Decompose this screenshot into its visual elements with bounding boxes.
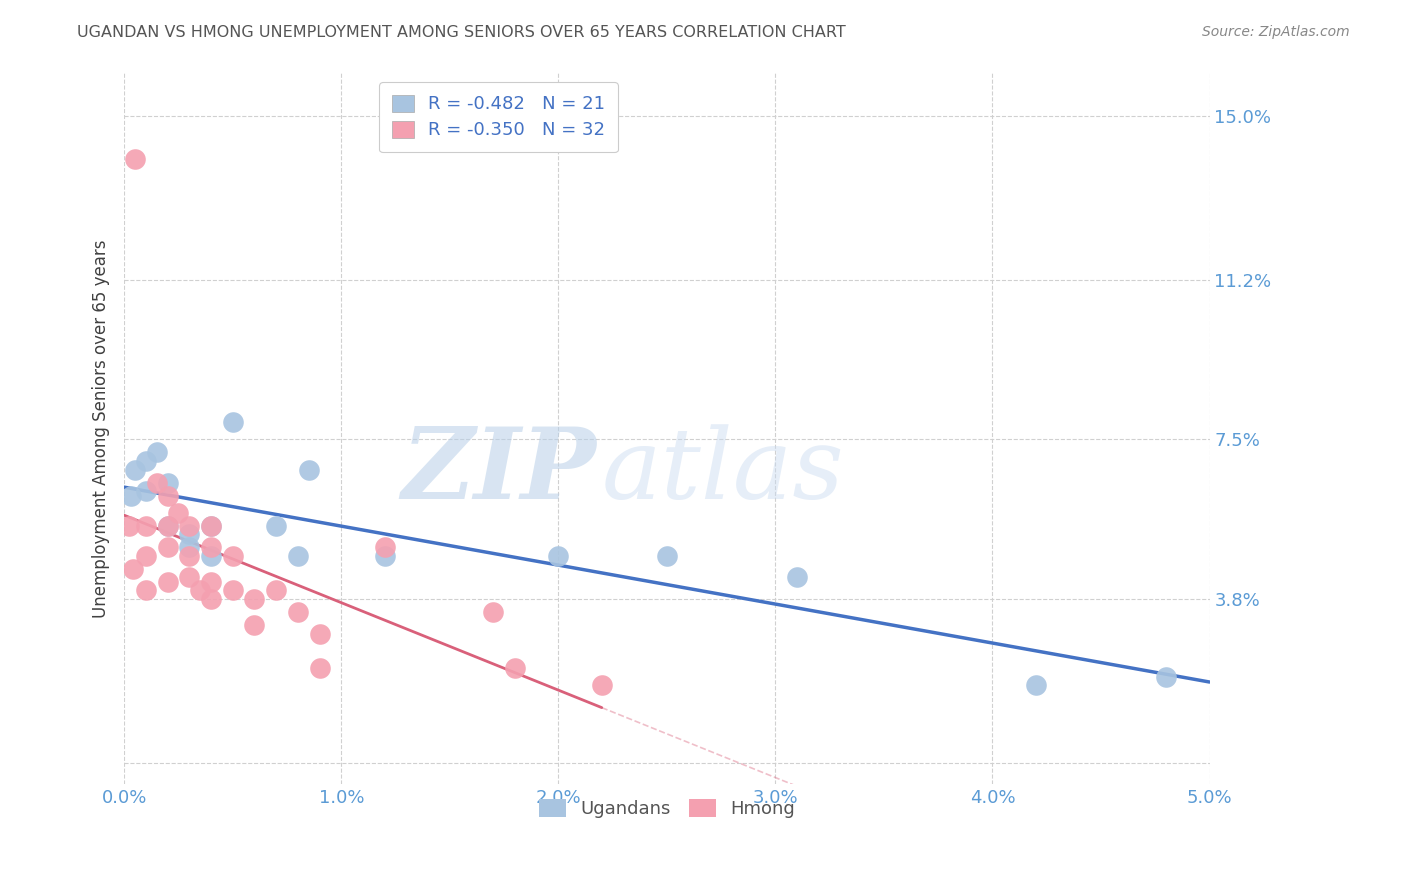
- Point: [156, 518, 179, 533]
- Point: [200, 518, 222, 533]
- Point: [135, 454, 157, 468]
- Point: [122, 562, 145, 576]
- Point: [179, 570, 201, 584]
- Point: [135, 484, 157, 499]
- Point: [200, 518, 222, 533]
- Point: [243, 592, 266, 607]
- Y-axis label: Unemployment Among Seniors over 65 years: Unemployment Among Seniors over 65 years: [93, 239, 110, 618]
- Point: [200, 592, 222, 607]
- Point: [287, 549, 309, 563]
- Point: [547, 549, 569, 563]
- Point: [179, 518, 201, 533]
- Legend: Ugandans, Hmong: Ugandans, Hmong: [531, 792, 803, 825]
- Point: [222, 583, 245, 598]
- Point: [200, 541, 222, 555]
- Point: [786, 570, 808, 584]
- Point: [655, 549, 678, 563]
- Point: [156, 541, 179, 555]
- Point: [591, 678, 613, 692]
- Point: [124, 463, 146, 477]
- Point: [188, 583, 211, 598]
- Point: [374, 549, 396, 563]
- Point: [156, 518, 179, 533]
- Text: Source: ZipAtlas.com: Source: ZipAtlas.com: [1202, 25, 1350, 39]
- Point: [179, 541, 201, 555]
- Text: UGANDAN VS HMONG UNEMPLOYMENT AMONG SENIORS OVER 65 YEARS CORRELATION CHART: UGANDAN VS HMONG UNEMPLOYMENT AMONG SENI…: [77, 25, 846, 40]
- Point: [167, 506, 190, 520]
- Point: [179, 527, 201, 541]
- Point: [156, 574, 179, 589]
- Point: [120, 489, 142, 503]
- Text: atlas: atlas: [602, 424, 845, 519]
- Point: [124, 152, 146, 166]
- Point: [222, 415, 245, 429]
- Point: [287, 605, 309, 619]
- Point: [308, 626, 330, 640]
- Point: [146, 475, 169, 490]
- Point: [117, 518, 139, 533]
- Point: [243, 618, 266, 632]
- Point: [1025, 678, 1047, 692]
- Text: ZIP: ZIP: [401, 423, 596, 520]
- Point: [200, 574, 222, 589]
- Point: [308, 661, 330, 675]
- Point: [135, 518, 157, 533]
- Point: [264, 583, 287, 598]
- Point: [264, 518, 287, 533]
- Point: [482, 605, 505, 619]
- Point: [298, 463, 321, 477]
- Point: [135, 583, 157, 598]
- Point: [156, 475, 179, 490]
- Point: [503, 661, 526, 675]
- Point: [156, 489, 179, 503]
- Point: [222, 549, 245, 563]
- Point: [146, 445, 169, 459]
- Point: [1154, 670, 1177, 684]
- Point: [135, 549, 157, 563]
- Point: [200, 549, 222, 563]
- Point: [374, 541, 396, 555]
- Point: [179, 549, 201, 563]
